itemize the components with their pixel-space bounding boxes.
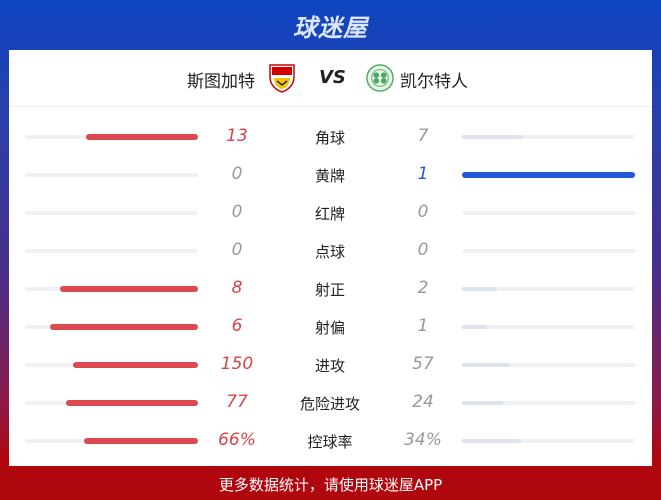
away-value: 7 [417, 126, 429, 146]
home-value: 77 [226, 392, 248, 412]
away-bar-track [462, 363, 635, 367]
away-bar-fill [462, 325, 487, 329]
away-bar-fill [462, 287, 497, 291]
away-value: 0 [417, 202, 429, 222]
home-value: 0 [231, 164, 243, 184]
away-bar-fill [462, 439, 521, 443]
home-bar-fill [85, 134, 198, 140]
home-value: 0 [231, 202, 243, 222]
stat-label: 射偏 [314, 319, 345, 337]
home-bar-track [25, 324, 198, 330]
away-value: 1 [417, 316, 429, 336]
home-value: 13 [226, 126, 248, 146]
stat-row: 0 黄牌 1 [9, 160, 652, 190]
stat-row: 0 红牌 0 [9, 198, 652, 228]
away-bar-track [462, 287, 635, 291]
stat-label: 危险进攻 [299, 395, 360, 413]
away-value: 57 [412, 354, 434, 374]
stat-label: 控球率 [307, 433, 353, 451]
stat-row: 0 点球 0 [9, 236, 652, 266]
stat-row: 150 进攻 57 [9, 350, 652, 380]
stats-card: 斯图加特 VS 凯尔特人 13 角球 7 0 黄牌 1 0 红牌 0 [9, 50, 652, 466]
away-bar-fill [462, 172, 635, 178]
home-bar-track [25, 362, 198, 368]
home-bar-track [25, 173, 198, 177]
away-bar-track [462, 172, 635, 178]
home-bar-track [25, 438, 198, 444]
away-bar-fill [462, 401, 504, 405]
home-value: 150 [220, 354, 254, 374]
away-bar-track [462, 401, 635, 405]
away-bar-track [462, 325, 635, 329]
home-value: 0 [231, 240, 243, 260]
home-value: 66% [218, 430, 256, 450]
away-bar-track [462, 439, 635, 443]
home-bar-fill [72, 362, 198, 368]
away-value: 24 [412, 392, 434, 412]
stuttgart-crest-icon [269, 64, 295, 93]
stat-row: 6 射偏 1 [9, 312, 652, 342]
celtic-crest-icon [366, 64, 394, 92]
away-value: 0 [417, 240, 429, 260]
home-bar-track [25, 286, 198, 292]
vs-label: VS [319, 67, 346, 88]
stat-row: 8 射正 2 [9, 274, 652, 304]
home-bar-track [25, 134, 198, 140]
home-value: 6 [231, 316, 243, 336]
away-bar-track [462, 135, 635, 139]
stat-row: 77 危险进攻 24 [9, 388, 652, 418]
app-promo-footer[interactable]: 更多数据统计，请使用球迷屋APP [218, 476, 443, 494]
away-team-name: 凯尔特人 [400, 72, 468, 92]
home-bar-track [25, 249, 198, 253]
home-bar-track [25, 400, 198, 406]
away-bar-track [462, 211, 635, 215]
stat-label: 黄牌 [314, 167, 345, 185]
stat-label: 角球 [314, 129, 345, 147]
away-bar-track [462, 249, 635, 253]
stat-row: 13 角球 7 [9, 122, 652, 152]
away-bar-fill [462, 135, 523, 139]
home-bar-fill [66, 400, 198, 406]
home-bar-track [25, 211, 198, 215]
home-bar-fill [59, 286, 198, 292]
stat-label: 进攻 [314, 357, 345, 375]
home-team-name: 斯图加特 [187, 72, 255, 92]
away-bar-fill [462, 363, 510, 367]
stat-label: 点球 [314, 243, 345, 261]
home-bar-fill [49, 324, 198, 330]
away-value: 34% [404, 430, 442, 450]
stat-label: 射正 [314, 281, 345, 299]
away-value: 1 [417, 164, 429, 184]
stat-row: 66% 控球率 34% [9, 426, 652, 456]
stat-label: 红牌 [314, 205, 345, 223]
match-header: 斯图加特 VS 凯尔特人 [9, 50, 652, 107]
away-value: 2 [417, 278, 429, 298]
home-value: 8 [231, 278, 243, 298]
brand-logo: 球迷屋 [293, 14, 368, 42]
home-bar-fill [83, 438, 198, 444]
